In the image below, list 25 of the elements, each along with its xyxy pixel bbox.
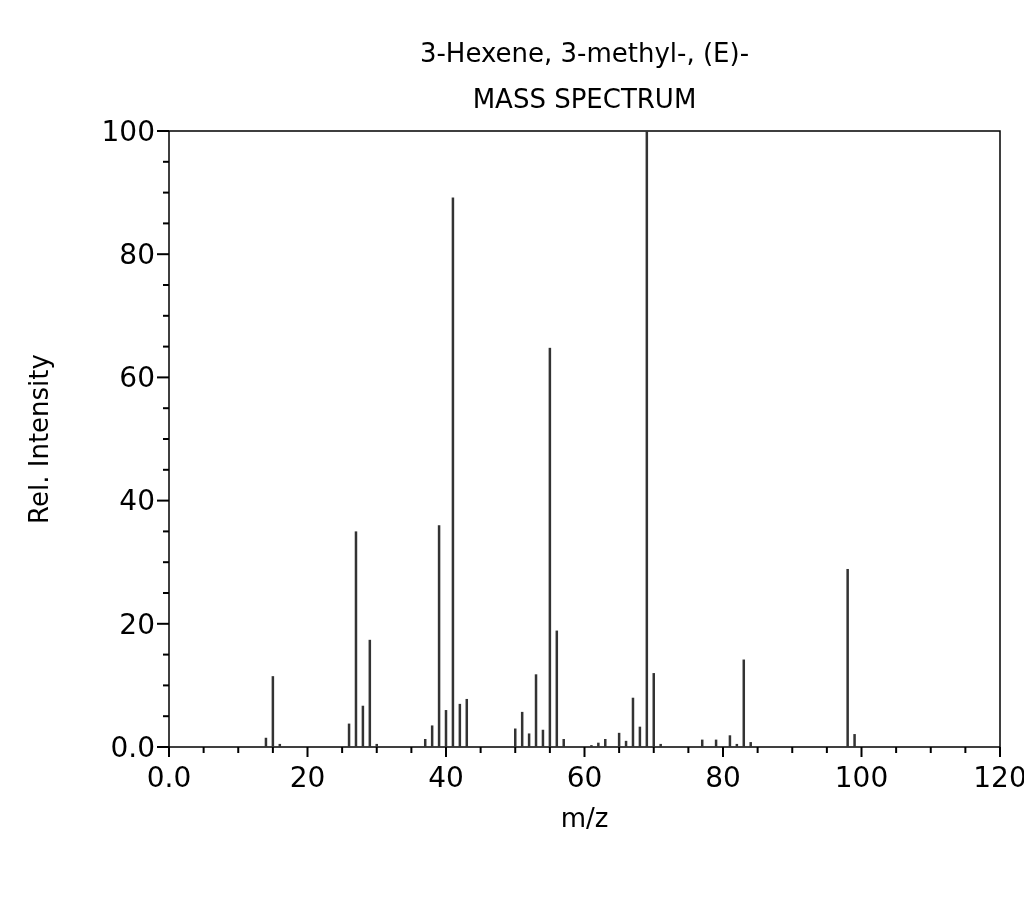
x-tick-label: 60 xyxy=(566,761,603,794)
x-tick-label: 40 xyxy=(428,761,464,794)
x-tick-label: 80 xyxy=(705,761,741,794)
y-tick-label: 60 xyxy=(119,361,155,395)
y-tick-label: 0.0 xyxy=(110,730,155,764)
bar xyxy=(604,738,607,747)
x-tick-label: 0.0 xyxy=(146,761,192,794)
chart-subtitle: MASS SPECTRUM xyxy=(472,84,697,114)
x-tick-label: 120 xyxy=(973,761,1024,794)
x-tick-label: 100 xyxy=(834,761,889,794)
bar xyxy=(514,728,517,747)
bar xyxy=(562,738,565,747)
bar xyxy=(846,568,849,747)
x-tick-label: 20 xyxy=(289,761,326,794)
bar xyxy=(597,742,600,747)
y-tick-label: 40 xyxy=(119,484,155,518)
x-axis-title: m/z xyxy=(560,803,609,833)
bar xyxy=(749,742,752,747)
bar xyxy=(659,743,662,747)
y-axis-title: Rel. Intensity xyxy=(24,354,54,524)
y-tick-label: 20 xyxy=(119,607,155,641)
y-tick-label: 80 xyxy=(119,238,155,271)
chart-title: 3-Hexene, 3-methyl-, (E)- xyxy=(419,38,750,68)
y-tick-label: 100 xyxy=(101,114,155,148)
bar xyxy=(853,734,856,747)
